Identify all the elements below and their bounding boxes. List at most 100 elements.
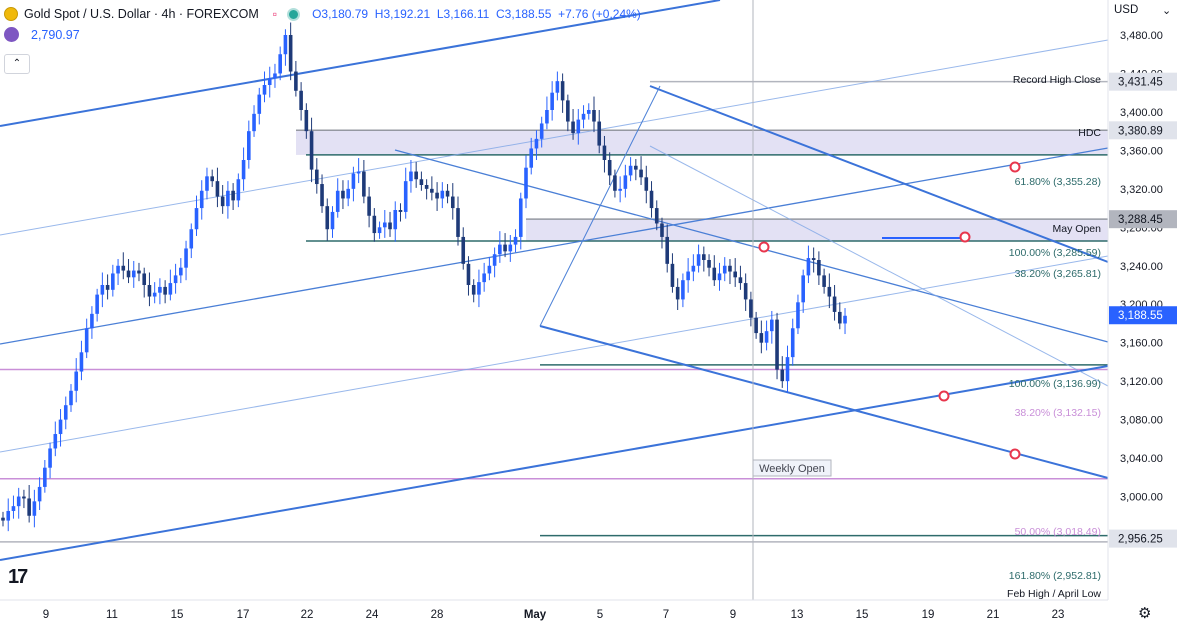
- price-tick-label: 3,480.00: [1120, 30, 1163, 42]
- collapse-legend-button[interactable]: ⌃: [4, 54, 30, 74]
- symbol-title[interactable]: Gold Spot / U.S. Dollar · 4h · FOREXCOM: [24, 7, 259, 21]
- weekly-open-annotation: Weekly Open: [752, 459, 832, 477]
- time-tick-label: 9: [730, 609, 736, 621]
- candle-body: [686, 271, 690, 281]
- candle-body: [539, 123, 544, 139]
- price-tag-label: 3,380.89: [1118, 125, 1163, 137]
- candle-body: [430, 188, 434, 193]
- time-tick-label: 19: [922, 609, 935, 621]
- candle-body: [158, 286, 162, 293]
- candlestick-series: [1, 22, 847, 532]
- candle-body: [288, 35, 293, 72]
- channel-top-upper: [0, 0, 721, 127]
- candle-body: [702, 254, 706, 260]
- candle-body: [231, 190, 235, 201]
- candle-body: [607, 160, 612, 176]
- candle-body: [142, 273, 147, 285]
- level-label: Feb High / April Low: [1007, 588, 1101, 600]
- candle-body: [1, 517, 5, 521]
- level-marker: [938, 390, 950, 402]
- candle-body: [69, 390, 73, 406]
- candle-body: [534, 138, 539, 149]
- candle-body: [320, 184, 324, 207]
- candle-body: [105, 285, 110, 290]
- weekly-open-box: [752, 459, 832, 477]
- channel-top-inner: [0, 39, 1109, 236]
- candle-body: [696, 254, 701, 266]
- candle-body: [566, 100, 570, 122]
- candle-body: [843, 315, 847, 324]
- indicator-icon[interactable]: [4, 27, 19, 42]
- time-tick-label: 21: [987, 609, 1000, 621]
- candle-body: [220, 196, 225, 207]
- candle-body: [670, 263, 675, 287]
- candle-body: [424, 185, 429, 189]
- candle-body: [498, 244, 502, 255]
- candle-body: [210, 176, 214, 182]
- ohlc-values: O3,180.79 H3,192.21 L3,166.11 C3,188.55 …: [312, 7, 641, 21]
- level-markers: [758, 161, 1021, 460]
- indicator-row: 2,790.97: [4, 27, 80, 42]
- candle-body: [163, 286, 167, 295]
- level-label: May Open: [1053, 223, 1102, 235]
- candle-body: [450, 196, 455, 209]
- candle-body: [27, 498, 31, 516]
- candle-body: [388, 222, 392, 230]
- gold-coin-icon[interactable]: [4, 7, 18, 21]
- candle-body: [168, 283, 173, 295]
- time-tick-label: 23: [1052, 609, 1065, 621]
- candle-body: [749, 299, 753, 318]
- candle-body: [832, 296, 837, 312]
- candle-body: [247, 131, 251, 160]
- gear-icon[interactable]: ⚙: [1138, 605, 1152, 622]
- channel-base-line: [0, 365, 1109, 561]
- candle-body: [508, 244, 513, 252]
- channel-mid-line: [0, 147, 1109, 345]
- candle-body: [22, 496, 26, 499]
- candle-body: [754, 317, 758, 334]
- candle-body: [90, 313, 94, 329]
- candle-body: [440, 190, 445, 199]
- candle-body: [712, 267, 717, 281]
- candle-body: [267, 78, 272, 85]
- candle-body: [95, 294, 99, 314]
- currency-selector[interactable]: USD ⌄: [1114, 4, 1174, 24]
- candle-body: [728, 265, 732, 272]
- tradingview-logo-icon[interactable]: 17: [8, 566, 28, 588]
- time-axis-ticks: 9 11 15 17 22 24 28 May 5 7 9 13 15 19 21 23: [43, 609, 1065, 621]
- candle-body: [827, 286, 832, 297]
- trendline-channels: [0, 0, 1109, 600]
- candle-body: [126, 270, 131, 278]
- indicator-value: 2,790.97: [31, 27, 80, 42]
- candle-body: [738, 277, 743, 284]
- candle-body: [733, 271, 737, 278]
- chart-header: Gold Spot / U.S. Dollar · 4h · FOREXCOM …: [4, 4, 641, 24]
- candle-body: [743, 283, 748, 300]
- candle-body: [152, 292, 157, 297]
- candle-body: [770, 319, 774, 332]
- candle-body: [32, 501, 37, 516]
- flag-icon[interactable]: ▫: [272, 7, 278, 21]
- candle-body: [121, 265, 126, 271]
- candle-body: [189, 229, 194, 249]
- candle-body: [597, 121, 602, 146]
- time-tick-label: 28: [431, 609, 444, 621]
- candle-body: [550, 92, 554, 110]
- candle-body: [649, 190, 654, 209]
- candle-body: [79, 352, 84, 372]
- candle-body: [382, 222, 387, 228]
- candle-body: [482, 273, 486, 283]
- candle-body: [100, 285, 105, 295]
- price-tag-bg: [1109, 121, 1177, 140]
- candle-body: [477, 282, 481, 295]
- level-labels: Record High Close HDC 61.80% (3,355.28) May…: [1007, 74, 1101, 600]
- candle-body: [660, 223, 664, 237]
- zone-may-open: [526, 219, 1108, 241]
- candle-body: [764, 331, 769, 343]
- candle-body: [273, 73, 277, 79]
- candle-body: [811, 258, 816, 260]
- candle-body: [602, 145, 607, 160]
- candle-body: [576, 119, 581, 134]
- candle-body: [226, 190, 230, 207]
